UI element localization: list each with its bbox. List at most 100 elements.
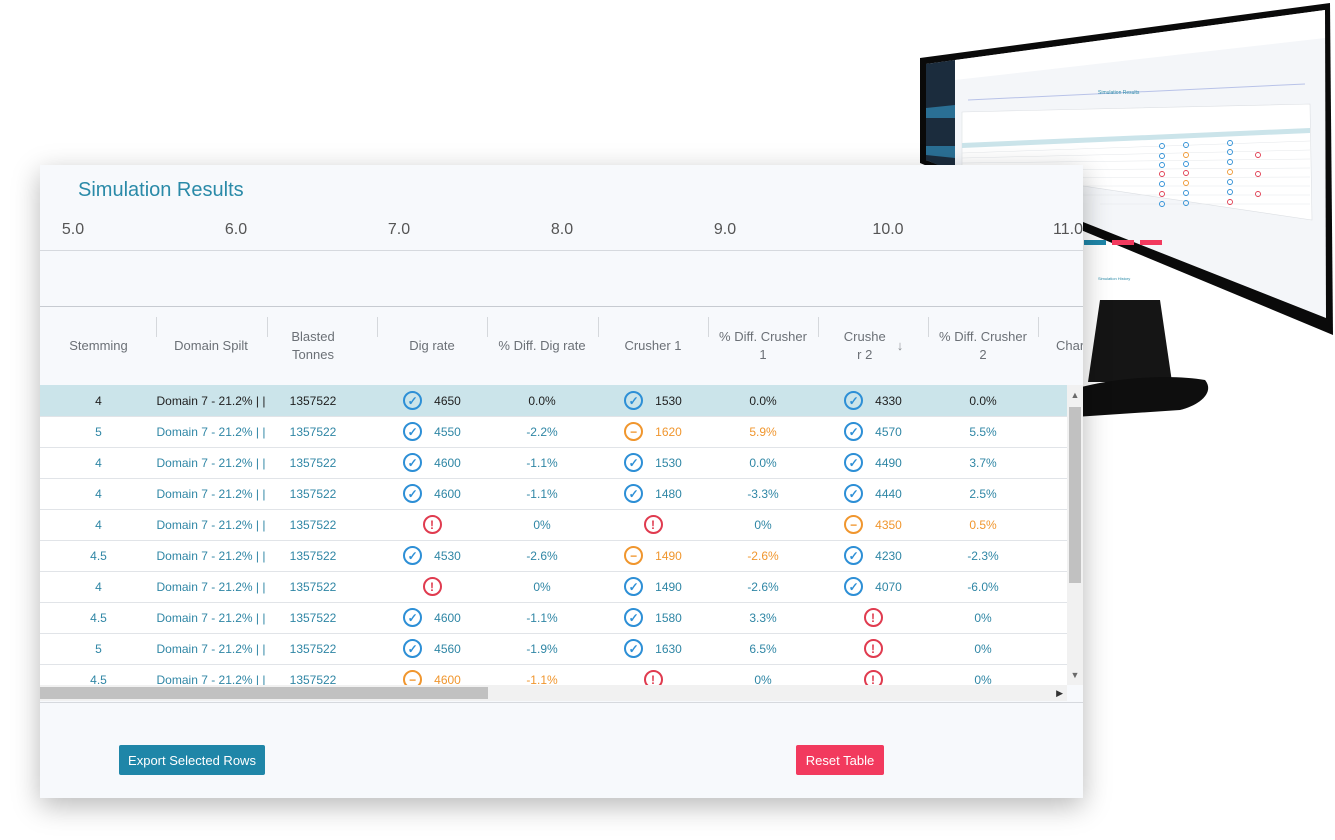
cell-domain: Domain 7 - 21.2% | | — [156, 455, 266, 470]
scroll-down-icon[interactable]: ▼ — [1070, 670, 1080, 680]
axis-tick: 9.0 — [713, 221, 737, 238]
table-row[interactable]: 5 Domain 7 - 21.2% | | 1357522 ✓ 4550 -2.2% −1… — [40, 416, 1067, 448]
table-row[interactable]: 4.5 Domain 7 - 21.2% | | 1357522 ✓ 4600 -1.1%… — [40, 602, 1067, 634]
horizontal-scrollbar[interactable]: ▶ — [40, 685, 1067, 701]
cell-dig: ✓ 4600 — [377, 447, 487, 478]
cell-tonnes: 1357522 — [289, 393, 337, 408]
cell-domain: Domain 7 - 21.2% | | — [156, 393, 266, 408]
column-separator[interactable] — [156, 317, 157, 337]
cell-c2: ! — [818, 664, 928, 685]
cell-tonnes: 1357522 — [289, 486, 337, 501]
column-header-diff-crusher-2[interactable]: % Diff. Crusher 2 — [939, 329, 1027, 362]
cell-c1_diff: -2.6% — [747, 548, 779, 563]
column-separator[interactable] — [928, 317, 929, 337]
column-separator[interactable] — [267, 317, 268, 337]
scroll-right-icon[interactable]: ▶ — [1056, 687, 1063, 698]
column-header-blasted-tonnes[interactable]: Blasted Tonnes — [291, 329, 335, 362]
cell-c1: ! — [598, 664, 708, 685]
cell-domain: Domain 7 - 21.2% | | — [156, 672, 266, 686]
axis-tick: 11.0 — [1053, 221, 1083, 238]
check-circle-icon: ✓ — [844, 391, 864, 410]
cell-c1_diff: -3.3% — [747, 486, 779, 501]
minus-circle-icon: − — [844, 515, 864, 534]
scrollbar-thumb[interactable] — [40, 687, 488, 699]
simulation-results-panel: Simulation Results 5.0 6.0 7.0 8.0 9.0 1… — [40, 165, 1083, 798]
cell-dig_diff: -1.1% — [526, 486, 558, 501]
cell-c1_diff: 0% — [754, 517, 772, 532]
cell-value: 1490 — [655, 579, 682, 594]
cell-tonnes: 1357522 — [289, 517, 337, 532]
column-header-crusher-2[interactable]: Crusher 2 ↓ — [818, 307, 928, 385]
cell-dig_diff: -2.2% — [526, 424, 558, 439]
check-circle-icon: ✓ — [844, 546, 864, 565]
axis-tick: 6.0 — [224, 221, 248, 238]
table-row[interactable]: 4.5 Domain 7 - 21.2% | | 1357522 −4600 -1.1%… — [40, 664, 1067, 685]
column-separator[interactable] — [598, 317, 599, 337]
scrollbar-thumb[interactable] — [1069, 407, 1081, 583]
cell-stemming: 4 — [95, 517, 102, 532]
table-row[interactable]: 4 Domain 7 - 21.2% | | 1357522! 0%! 0% −4350 0… — [40, 509, 1067, 541]
cell-c1: ✓ 1490 — [598, 571, 708, 602]
alert-circle-icon: ! — [863, 639, 883, 658]
monitor-title: Simulation Results — [1098, 90, 1140, 96]
cell-c2_diff: -2.3% — [967, 548, 999, 563]
column-header-charge[interactable]: Charge co — [1056, 338, 1083, 353]
cell-c2: ✓ 4490 — [818, 447, 928, 478]
cell-c1_diff: -2.6% — [747, 579, 779, 594]
sort-descending-icon[interactable]: ↓ — [896, 338, 904, 353]
column-separator[interactable] — [487, 317, 488, 337]
column-header-stemming[interactable]: Stemming — [69, 338, 128, 353]
column-header-diff-crusher-1[interactable]: % Diff. Crusher 1 — [719, 329, 807, 362]
reset-table-button[interactable]: Reset Table — [796, 745, 884, 775]
column-header-crusher-1[interactable]: Crusher 1 — [624, 338, 682, 353]
axis-tick: 7.0 — [387, 221, 411, 238]
check-circle-icon: ✓ — [403, 546, 423, 565]
cell-dig: ✓ 4600 — [377, 602, 487, 633]
alert-circle-icon: ! — [863, 670, 883, 685]
column-separator[interactable] — [708, 317, 709, 337]
cell-c1: ✓ 1480 — [598, 478, 708, 509]
export-selected-rows-button[interactable]: Export Selected Rows — [119, 745, 265, 775]
table-row[interactable]: 5 Domain 7 - 21.2% | | 1357522 ✓ 4560 -1.9% ✓ 1… — [40, 633, 1067, 665]
cell-c2_diff: 0.5% — [969, 517, 997, 532]
minus-circle-icon: − — [624, 422, 644, 441]
cell-stemming: 5 — [95, 641, 102, 656]
cell-c1: ! — [598, 509, 708, 540]
column-separator[interactable] — [818, 317, 819, 337]
cell-stemming: 4 — [95, 455, 102, 470]
cell-value: 1530 — [655, 455, 682, 470]
cell-domain: Domain 7 - 21.2% | | — [156, 424, 266, 439]
column-header-dig-rate[interactable]: Dig rate — [409, 338, 455, 353]
cell-c1_diff: 6.5% — [749, 641, 777, 656]
cell-value: 4650 — [434, 393, 461, 408]
cell-stemming: 4.5 — [90, 610, 107, 625]
cell-value: 4490 — [875, 455, 902, 470]
axis-tick: 8.0 — [550, 221, 574, 238]
cell-c1: −1490 — [598, 540, 708, 571]
column-header-diff-dig-rate[interactable]: % Diff. Dig rate — [498, 338, 586, 353]
cell-c2_diff: 5.5% — [969, 424, 997, 439]
table-row[interactable]: 4 Domain 7 - 21.2% | | 1357522 ✓ 4600 -1.1% ✓ 1… — [40, 447, 1067, 479]
cell-stemming: 4.5 — [90, 548, 107, 563]
scroll-up-icon[interactable]: ▲ — [1070, 390, 1080, 400]
table-row[interactable]: 4 Domain 7 - 21.2% | | 1357522 ✓ 4650 0.0% ✓ 15… — [40, 385, 1067, 417]
column-header-domain-spilt[interactable]: Domain Spilt — [174, 338, 248, 353]
table-row[interactable]: 4.5 Domain 7 - 21.2% | | 1357522 ✓ 4530 -2.6%… — [40, 540, 1067, 572]
axis-scale: 5.0 6.0 7.0 8.0 9.0 10.0 11.0 — [40, 217, 1083, 247]
column-separator[interactable] — [377, 317, 378, 337]
cell-tonnes: 1357522 — [289, 424, 337, 439]
cell-tonnes: 1357522 — [289, 610, 337, 625]
cell-dig: ✓ 4530 — [377, 540, 487, 571]
table-row[interactable]: 4 Domain 7 - 21.2% | | 1357522 ✓ 4600 -1.1% ✓ 1… — [40, 478, 1067, 510]
table-header: Stemming Domain Spilt Blasted Tonnes Dig… — [40, 307, 1083, 385]
cell-domain: Domain 7 - 21.2% | | — [156, 517, 266, 532]
check-circle-icon: ✓ — [403, 484, 423, 503]
cell-value: 4600 — [434, 486, 461, 501]
column-separator[interactable] — [1038, 317, 1039, 337]
cell-domain: Domain 7 - 21.2% | | — [156, 486, 266, 501]
panel-title: Simulation Results — [78, 179, 244, 201]
table-row[interactable]: 4 Domain 7 - 21.2% | | 1357522! 0% ✓ 1490 -2.6… — [40, 571, 1067, 603]
cell-tonnes: 1357522 — [289, 548, 337, 563]
cell-stemming: 4 — [95, 486, 102, 501]
vertical-scrollbar[interactable]: ▲ ▼ — [1067, 385, 1083, 685]
